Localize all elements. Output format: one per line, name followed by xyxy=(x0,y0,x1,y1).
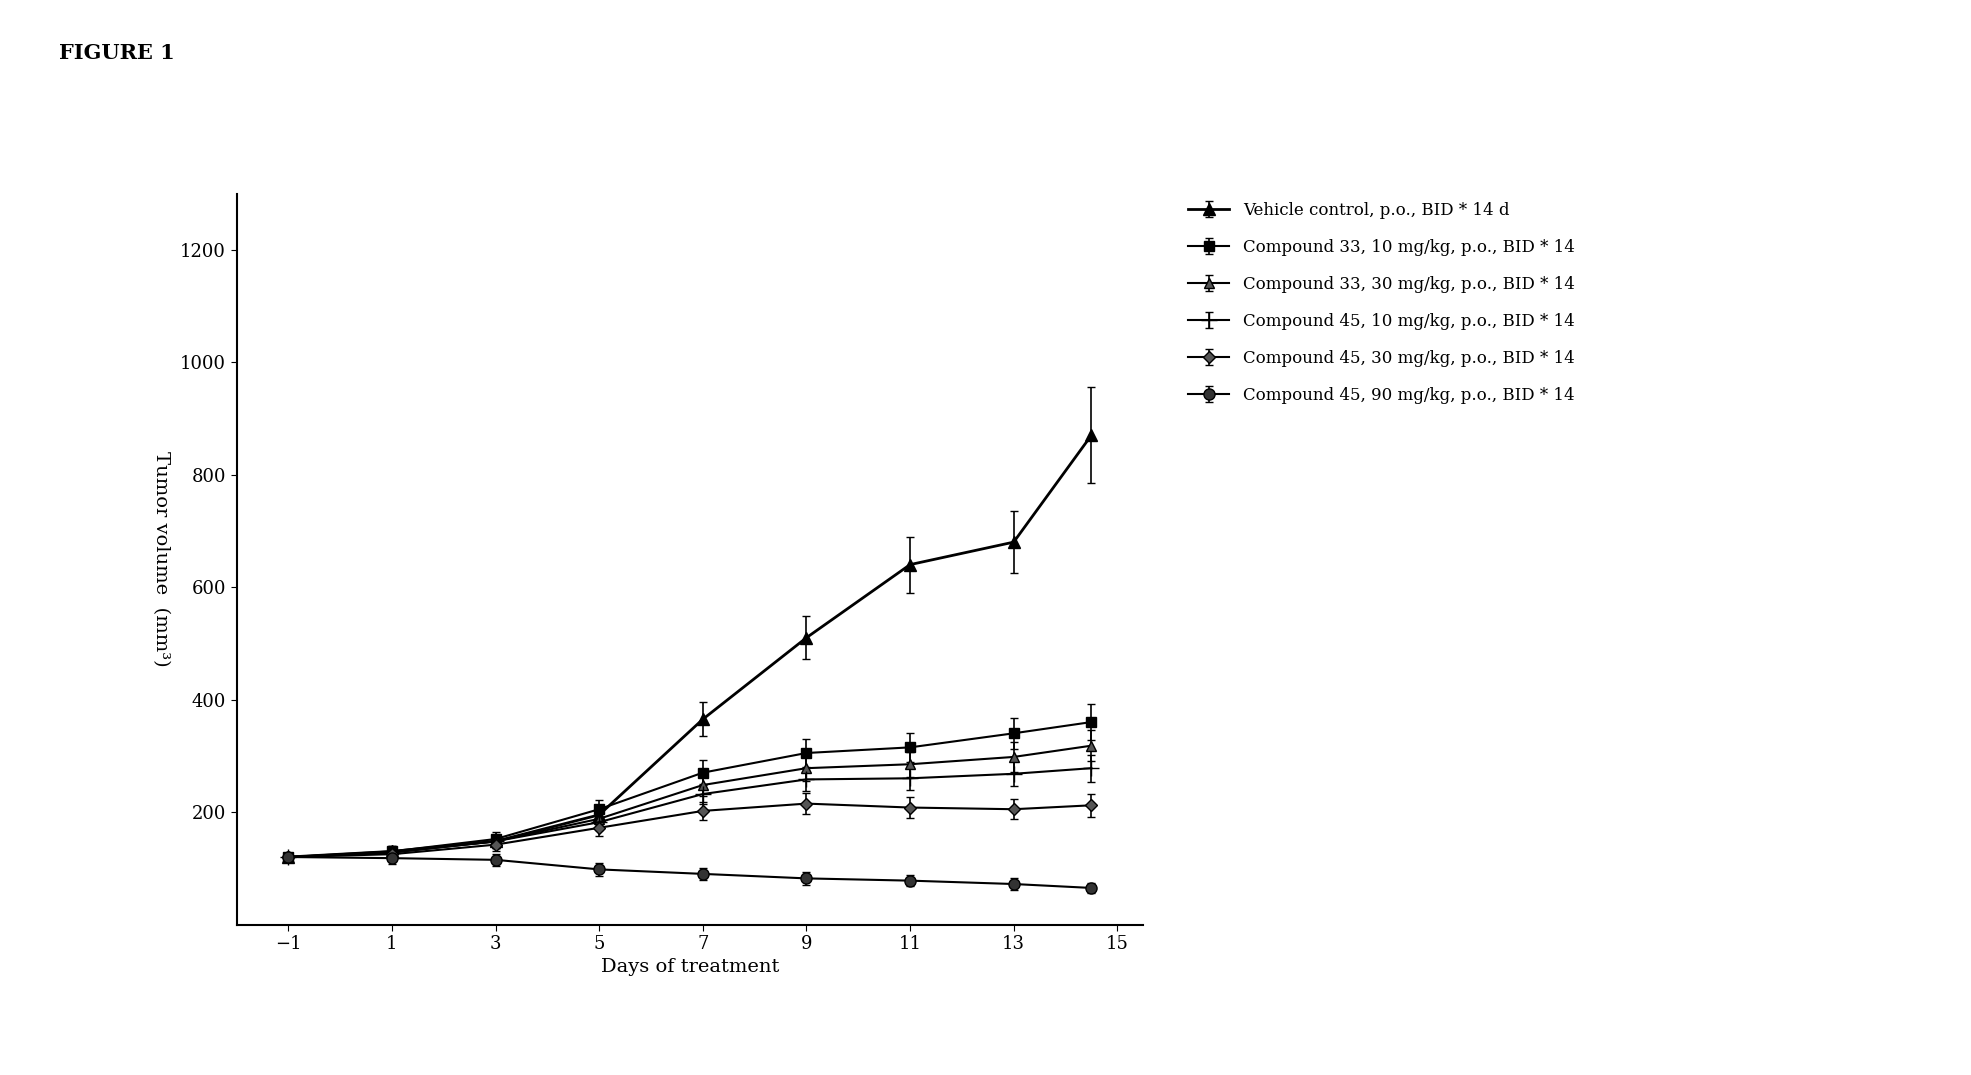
Legend: Vehicle control, p.o., BID * 14 d, Compound 33, 10 mg/kg, p.o., BID * 14, Compou: Vehicle control, p.o., BID * 14 d, Compo… xyxy=(1189,202,1575,404)
Text: FIGURE 1: FIGURE 1 xyxy=(59,43,175,63)
Y-axis label: Tumor volume  (mm³): Tumor volume (mm³) xyxy=(152,452,170,666)
X-axis label: Days of treatment: Days of treatment xyxy=(601,959,779,976)
